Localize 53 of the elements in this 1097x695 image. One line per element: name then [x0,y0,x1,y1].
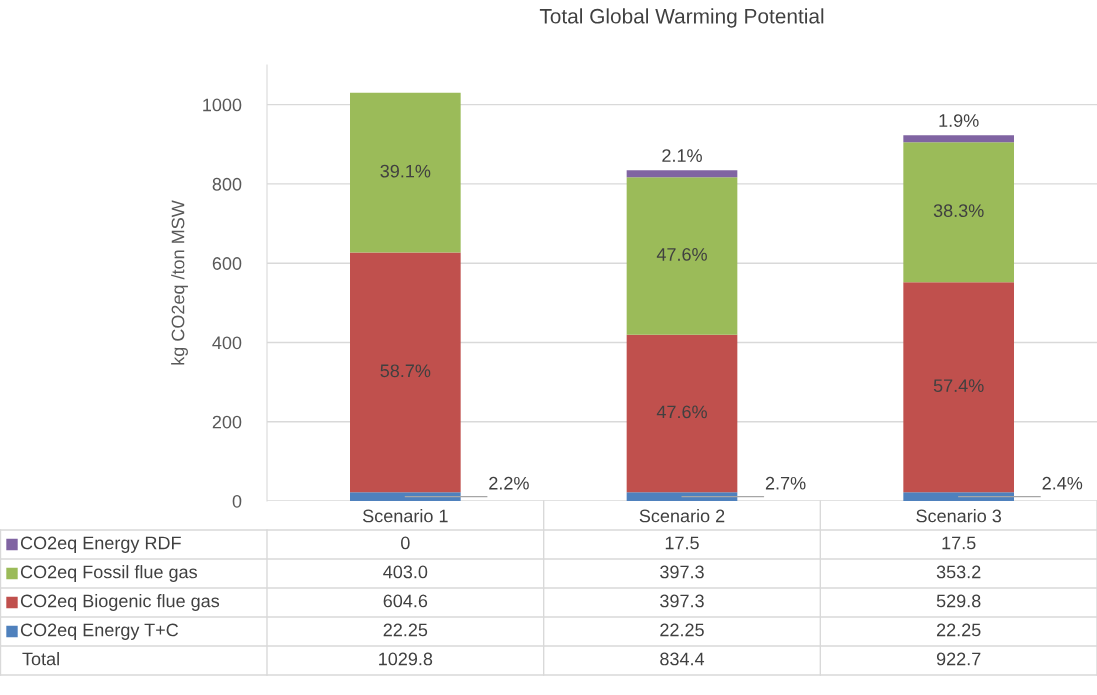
text: 834.4 [660,652,705,666]
bar [903,142,1014,283]
bar [626,334,738,493]
data-label: 22.25 [936,623,981,637]
data-label: 529.8 [936,594,981,608]
bar [350,492,461,501]
bar [903,492,1014,501]
data-label: 17.5 [665,536,699,550]
annotation: 38.3% [933,204,984,218]
x-tick-label: Scenario 2 [639,509,725,523]
annotation: 58.7% [380,364,431,378]
data-label: 17.5 [942,536,976,550]
bar [903,135,1014,143]
data-label: 22.25 [383,623,428,637]
y-axis-title: kg CO2eq /ton MSW [171,200,188,365]
bar [903,282,1014,493]
chart-title: Total Global Warming Potential [539,8,824,28]
legend-label: CO2eq Energy RDF [20,536,181,553]
text: Total [22,652,59,666]
data-label: 0 [401,536,410,550]
y-tick-label: 200 [212,415,242,429]
y-tick-label: 0 [232,494,242,508]
bar [626,492,738,501]
legend-label: CO2eq Biogenic flue gas [20,594,220,611]
data-label: 397.3 [660,565,704,579]
data-label: 353.2 [936,565,981,579]
text: 922.7 [936,652,981,666]
annotation: 47.6% [656,405,707,419]
annotation: 2.7% [765,476,806,490]
data-label: 403.0 [383,565,428,579]
bar [350,252,461,493]
x-tick-label: Scenario 1 [363,509,448,523]
y-tick-label: 800 [212,177,242,191]
legend-label: CO2eq Energy T+C [20,623,179,640]
bar [626,177,738,335]
annotation: 2.4% [1042,476,1083,490]
x-tick-label: Scenario 3 [916,509,1002,523]
legend-label: CO2eq Fossil flue gas [20,565,197,582]
annotation: 57.4% [933,379,984,393]
annotation: 2.2% [489,476,529,490]
data-label: 22.25 [660,623,704,637]
annotation: 2.1% [662,149,702,162]
bar [350,92,461,253]
data-label: 397.3 [660,594,704,608]
y-tick-label: 600 [212,257,242,270]
annotation: 47.6% [656,248,707,261]
text: 1029.8 [379,652,433,666]
bar [626,170,738,178]
annotation: 39.1% [380,164,431,178]
data-label: 604.6 [383,594,428,608]
annotation: 1.9% [939,114,979,127]
y-tick-label: 400 [212,336,242,350]
y-tick-label: 1000 [203,98,242,112]
